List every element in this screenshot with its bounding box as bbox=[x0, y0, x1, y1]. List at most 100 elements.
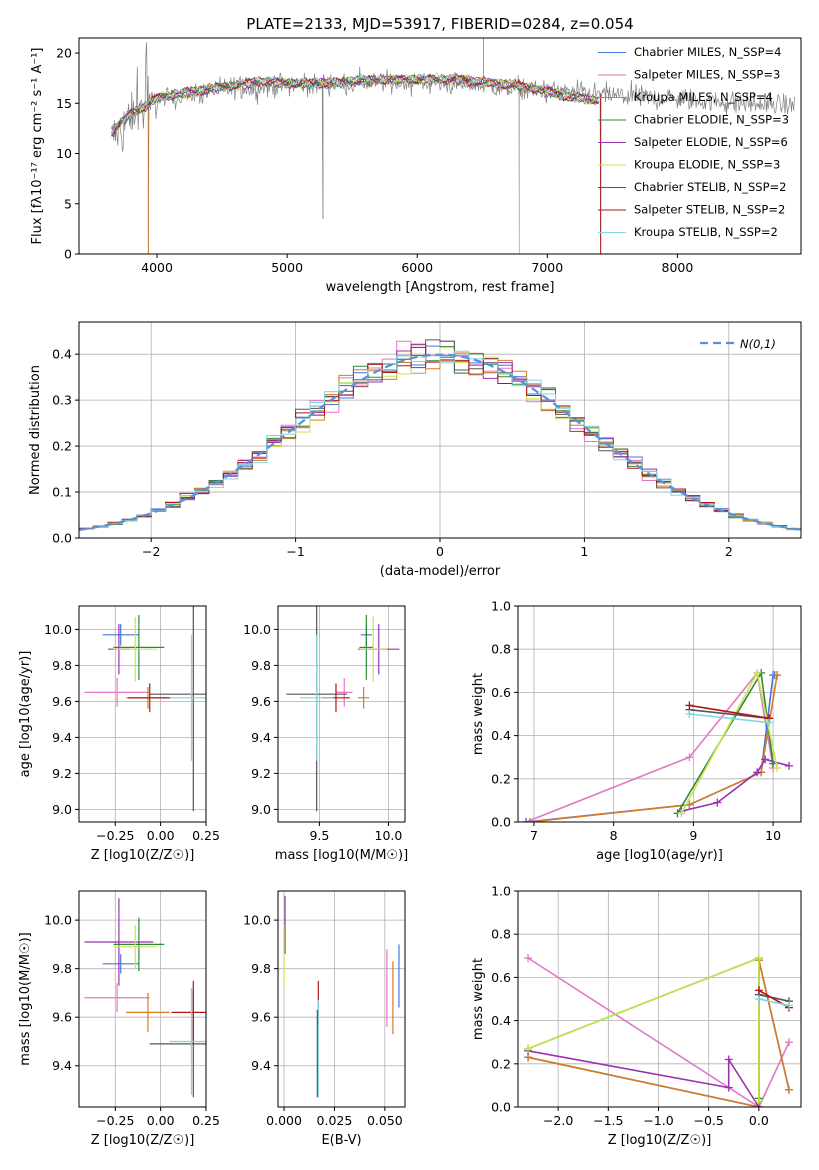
mass-weight-marker bbox=[521, 818, 530, 822]
error-bar-point bbox=[127, 683, 172, 713]
mass-weight-line bbox=[689, 704, 770, 720]
axes-spectrum: 4000 5000 6000 7000 8000 0 5 10 15 20 Chabrier MIL… bbox=[30, 37, 802, 295]
y-tick-label: 9.6 bbox=[52, 694, 72, 709]
mass-weight-marker bbox=[784, 1001, 793, 1010]
x-tick-label: 1 bbox=[580, 544, 588, 559]
x-tick-label: 0.00 bbox=[147, 1113, 175, 1128]
y-tick-label: 9.6 bbox=[251, 1010, 271, 1025]
x-tick-label: −0.25 bbox=[96, 1113, 134, 1128]
error-bar-point bbox=[113, 924, 158, 969]
plot-area-spectrum bbox=[111, 38, 795, 254]
y-tick-label: 9.0 bbox=[251, 802, 271, 817]
y-axis-label: age [log10(age/yr)] bbox=[18, 651, 33, 778]
y-tick-label: 9.4 bbox=[251, 730, 271, 745]
x-tick-label: 0.00 bbox=[147, 828, 175, 843]
x-tick-label: −1 bbox=[286, 544, 304, 559]
error-bar-point bbox=[84, 678, 150, 707]
legend-entry: Salpeter ELODIE, N_SSP=6 bbox=[634, 135, 788, 149]
y-tick-label: 10.0 bbox=[44, 913, 72, 928]
model-spectrum-line bbox=[111, 71, 599, 135]
y-tick-label: 0.8 bbox=[491, 927, 511, 942]
y-tick-label: 0 bbox=[64, 247, 72, 262]
mass-weight-marker bbox=[754, 1096, 763, 1105]
y-tick-label: 1.0 bbox=[491, 599, 511, 614]
mass-weight-marker bbox=[753, 768, 762, 777]
x-tick-label: 0.050 bbox=[367, 1113, 403, 1128]
error-bar-point bbox=[84, 898, 154, 986]
error-bar-point bbox=[169, 988, 206, 1095]
x-tick-label: 0.25 bbox=[192, 828, 220, 843]
axes-mass-vs-Z: −0.25 0.00 0.25 9.4 9.6 9.8 10.0 Z [log10(Z/Z☉)… bbox=[18, 890, 220, 1148]
mass-weight-marker bbox=[677, 809, 686, 818]
axes-frame bbox=[78, 321, 802, 539]
x-axis-label: mass [log10(M/M☉)] bbox=[275, 848, 408, 863]
error-bar-point bbox=[169, 634, 206, 761]
y-tick-label: 0.2 bbox=[52, 439, 72, 454]
legend-entry: Kroupa ELODIE, N_SSP=3 bbox=[634, 158, 780, 172]
mass-weight-line bbox=[758, 993, 790, 1002]
y-tick-label: 0.4 bbox=[52, 347, 72, 362]
y-tick-label: 0.8 bbox=[491, 642, 511, 657]
x-tick-label: 6000 bbox=[401, 260, 433, 275]
mass-weight-line bbox=[527, 957, 790, 1107]
mass-weight-marker bbox=[713, 798, 722, 807]
normal-curve bbox=[79, 353, 801, 531]
mass-weight-marker bbox=[784, 1038, 793, 1047]
legend: N(0,1) bbox=[700, 337, 776, 351]
legend-entry: Salpeter STELIB, N_SSP=2 bbox=[634, 203, 785, 217]
x-axis-label: E(B-V) bbox=[321, 1133, 361, 1148]
x-tick-label: 10 bbox=[765, 828, 781, 843]
y-tick-label: 10.0 bbox=[243, 622, 271, 637]
model-spectrum-line bbox=[111, 73, 599, 137]
y-tick-label: 0.2 bbox=[491, 771, 511, 786]
x-tick-label: 0.0 bbox=[749, 1113, 769, 1128]
x-axis-label: age [log10(age/yr)] bbox=[596, 848, 723, 863]
y-tick-label: 9.2 bbox=[52, 766, 72, 781]
y-axis-label: mass weight bbox=[471, 958, 486, 1040]
axes-residuals: −2 −1 0 1 2 0.0 0.1 0.2 0.3 0.4 N(0,1) (data-model)… bbox=[28, 321, 802, 579]
mass-weight-marker bbox=[685, 753, 694, 762]
plot-area-residuals bbox=[79, 322, 801, 538]
axes-frame bbox=[277, 605, 406, 823]
x-tick-label: 8 bbox=[610, 828, 618, 843]
error-bar-point bbox=[149, 606, 206, 812]
y-tick-label: 20 bbox=[56, 46, 72, 61]
mass-weight-marker bbox=[754, 953, 763, 962]
error-bar-point bbox=[171, 980, 206, 1044]
model-spectrum-line bbox=[111, 72, 599, 136]
mass-weight-marker bbox=[525, 818, 534, 822]
mass-weight-line bbox=[529, 674, 778, 822]
mass-weight-marker bbox=[524, 1044, 533, 1053]
y-tick-label: 10.0 bbox=[243, 913, 271, 928]
legend-entry: Chabrier MILES, N_SSP=4 bbox=[634, 45, 781, 59]
y-tick-label: 9.4 bbox=[251, 1058, 271, 1073]
error-bar-point bbox=[84, 983, 150, 1013]
y-tick-label: 0.4 bbox=[491, 728, 511, 743]
legend-entry: Salpeter MILES, N_SSP=3 bbox=[634, 68, 780, 82]
y-tick-label: 0.0 bbox=[52, 531, 72, 546]
x-tick-label: 0 bbox=[436, 544, 444, 559]
y-tick-label: 15 bbox=[56, 96, 72, 111]
y-tick-label: 9.4 bbox=[52, 1058, 72, 1073]
error-bar-point bbox=[102, 954, 139, 974]
axes-frame bbox=[78, 605, 207, 823]
mass-weight-marker bbox=[785, 761, 794, 770]
mass-weight-line bbox=[525, 672, 774, 822]
axes-frame bbox=[277, 890, 406, 1108]
y-tick-label: 0.2 bbox=[491, 1056, 511, 1071]
x-axis-label: wavelength [Angstrom, rest frame] bbox=[326, 280, 555, 295]
axes-frame bbox=[517, 890, 802, 1108]
legend-entry: Kroupa MILES, N_SSP=4 bbox=[634, 90, 773, 104]
axes-frame bbox=[517, 605, 802, 823]
error-bar-point bbox=[359, 615, 374, 680]
x-tick-label: 0.000 bbox=[266, 1113, 302, 1128]
mass-weight-marker bbox=[685, 710, 694, 718]
mass-weight-marker bbox=[761, 755, 770, 764]
error-bar-point bbox=[359, 616, 388, 682]
mass-weight-marker bbox=[784, 1085, 793, 1094]
x-tick-label: 10.0 bbox=[375, 828, 403, 843]
axes-frame bbox=[78, 890, 207, 1108]
plot-area-mass-vs-EBV bbox=[278, 891, 405, 1107]
y-tick-label: 9.8 bbox=[52, 658, 72, 673]
y-tick-label: 9.0 bbox=[52, 802, 72, 817]
